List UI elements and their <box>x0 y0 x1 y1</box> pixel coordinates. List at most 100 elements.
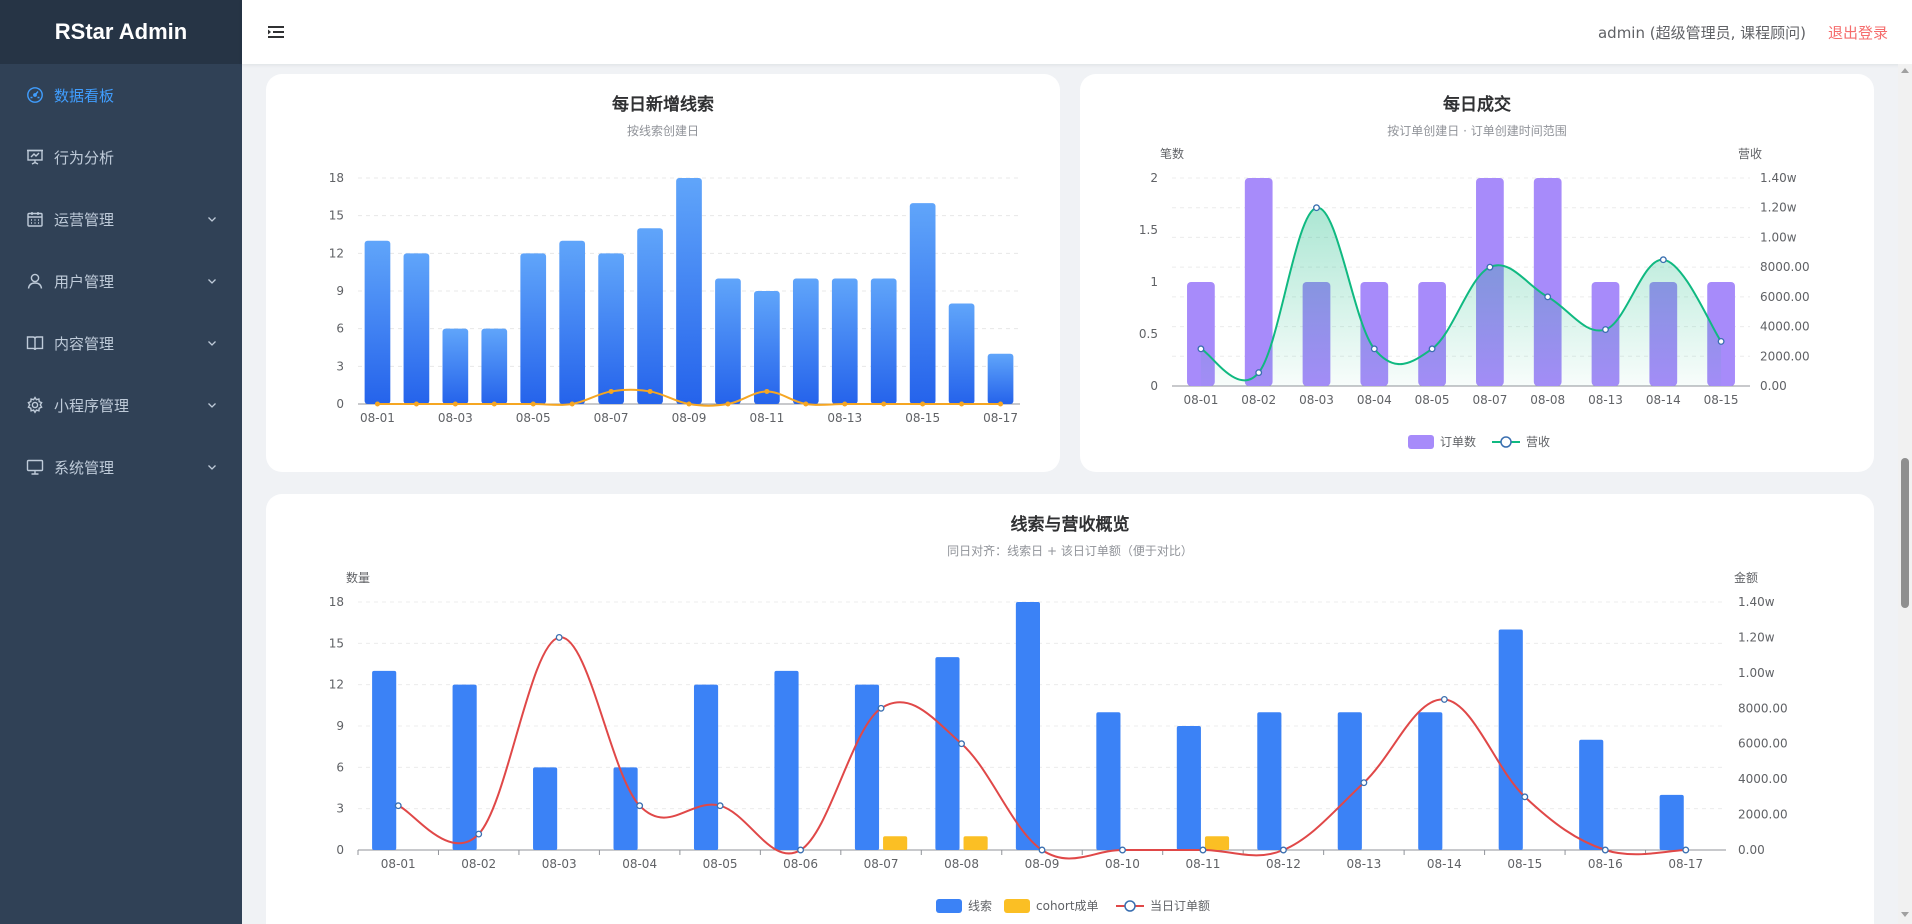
legend-marker <box>1500 436 1512 448</box>
bar-cohort <box>1204 836 1230 850</box>
x-tick-label: 08-16 <box>1588 857 1623 871</box>
bar-leads <box>1015 602 1040 850</box>
line-point <box>920 401 926 407</box>
line-point <box>686 401 692 407</box>
bar <box>987 353 1014 404</box>
bar <box>598 253 624 404</box>
bar <box>831 278 858 404</box>
scroll-down-arrow-icon[interactable] <box>1901 912 1909 917</box>
y-right-tick-label: 1.20w <box>1760 201 1797 215</box>
bar-leads <box>452 684 477 850</box>
y-right-tick-label: 4000.00 <box>1738 772 1788 786</box>
y-right-axis-title: 营收 <box>1738 147 1762 161</box>
line-point <box>1038 846 1046 854</box>
chart-title: 线索与营收概览 <box>1010 515 1130 535</box>
bar <box>364 240 391 404</box>
bar <box>870 278 897 404</box>
line-point <box>647 388 653 394</box>
x-tick-label: 08-10 <box>1105 857 1140 871</box>
x-tick-label: 08-11 <box>749 411 784 425</box>
chevron-down-icon <box>208 217 216 222</box>
x-tick-label: 08-09 <box>672 411 707 425</box>
bar-cohort <box>883 836 908 850</box>
line-point <box>569 401 575 407</box>
current-user-info[interactable]: admin (超级管理员, 课程顾问) <box>1597 24 1806 42</box>
line-series <box>1200 206 1722 382</box>
bar <box>715 278 741 404</box>
sidebar: RStar Admin 数据看板 行为分析 运营管理 用户管理 <box>0 0 242 924</box>
bar <box>676 178 702 404</box>
sidebar-item-operations[interactable]: 运营管理 <box>0 188 242 250</box>
hamburger-menu-icon[interactable] <box>266 22 286 42</box>
scroll-up-arrow-icon[interactable] <box>1901 68 1909 73</box>
bar-leads <box>1498 629 1523 850</box>
x-tick-label: 08-15 <box>905 411 940 425</box>
bar-leads <box>1096 712 1121 850</box>
y-right-axis-title: 金额 <box>1734 570 1758 585</box>
legend-label: 当日订单额 <box>1150 899 1210 913</box>
x-tick-label: 08-03 <box>1299 393 1334 407</box>
chevron-down-icon <box>208 341 216 346</box>
chart-subtitle: 同日对齐：线索日 + 该日订单额（便于对比） <box>947 544 1193 558</box>
sidebar-item-content[interactable]: 内容管理 <box>0 312 242 374</box>
y-left-tick-label: 6 <box>336 760 344 774</box>
line-point <box>413 401 419 407</box>
line-point <box>725 401 731 407</box>
x-tick-label: 08-17 <box>983 411 1018 425</box>
sidebar-item-miniprogram[interactable]: 小程序管理 <box>0 374 242 436</box>
bar <box>559 240 586 404</box>
y-right-tick-label: 1.40w <box>1760 171 1797 185</box>
y-left-tick-label: 0 <box>1150 379 1158 393</box>
bar-leads <box>1337 712 1362 850</box>
line-point <box>1440 695 1448 703</box>
sidebar-item-label: 运营管理 <box>54 210 115 229</box>
sidebar-item-behavior[interactable]: 行为分析 <box>0 126 242 188</box>
x-tick-label: 08-08 <box>944 857 979 871</box>
line-point <box>1682 846 1690 854</box>
line-point <box>1197 345 1205 353</box>
line-point <box>1717 337 1725 345</box>
line-point <box>842 401 848 407</box>
x-tick-label: 08-14 <box>1427 857 1462 871</box>
line-point <box>1370 345 1378 353</box>
app-logo[interactable]: RStar Admin <box>0 0 242 64</box>
legend-label: 营收 <box>1526 435 1550 449</box>
x-tick-label: 08-13 <box>1346 857 1381 871</box>
scrollbar-thumb[interactable] <box>1901 458 1909 608</box>
bar <box>481 328 508 404</box>
x-tick-label: 08-01 <box>360 411 395 425</box>
y-tick-label: 18 <box>329 171 344 185</box>
y-tick-label: 6 <box>336 322 344 336</box>
y-left-tick-label: 9 <box>336 719 344 733</box>
chart-subtitle: 按订单创建日 · 订单创建时间范围 <box>1387 124 1567 138</box>
sidebar-item-system[interactable]: 系统管理 <box>0 436 242 498</box>
y-right-tick-label: 8000.00 <box>1738 701 1788 715</box>
y-left-tick-label: 18 <box>329 595 344 609</box>
line-point <box>716 802 724 810</box>
x-tick-label: 08-05 <box>703 857 738 871</box>
x-tick-label: 08-09 <box>1025 857 1060 871</box>
daily-leads-chart: 0 3 6 9 12 15 18 08-01 08-03 08-05 08-07 08-09 08-11… <box>329 171 1020 425</box>
daily-leads-card: 每日新增线索 按线索创建日 0 3 6 9 12 15 18 08-01 08-03 08-05 0… <box>266 74 1060 472</box>
chevron-down-icon <box>208 465 216 470</box>
line-point <box>1601 846 1609 854</box>
x-tick-label: 08-06 <box>783 857 818 871</box>
x-tick-label: 08-11 <box>1186 857 1221 871</box>
line-point <box>1313 204 1320 212</box>
bar-leads <box>693 684 719 850</box>
sidebar-item-label: 系统管理 <box>54 458 115 477</box>
x-tick-label: 08-04 <box>1357 393 1392 407</box>
x-tick-label: 08-07 <box>864 857 899 871</box>
line-point <box>797 846 805 854</box>
sidebar-item-label: 数据看板 <box>54 86 115 105</box>
y-right-tick-label: 6000.00 <box>1760 290 1810 304</box>
bar <box>754 291 780 404</box>
logout-button[interactable]: 退出登录 <box>1827 24 1888 42</box>
line-point <box>1360 779 1368 787</box>
line-series <box>397 636 1686 860</box>
bar <box>1244 178 1273 386</box>
line-point <box>877 704 885 712</box>
sidebar-item-users[interactable]: 用户管理 <box>0 250 242 312</box>
user-icon <box>26 272 44 290</box>
sidebar-item-dashboard[interactable]: 数据看板 <box>0 64 242 126</box>
